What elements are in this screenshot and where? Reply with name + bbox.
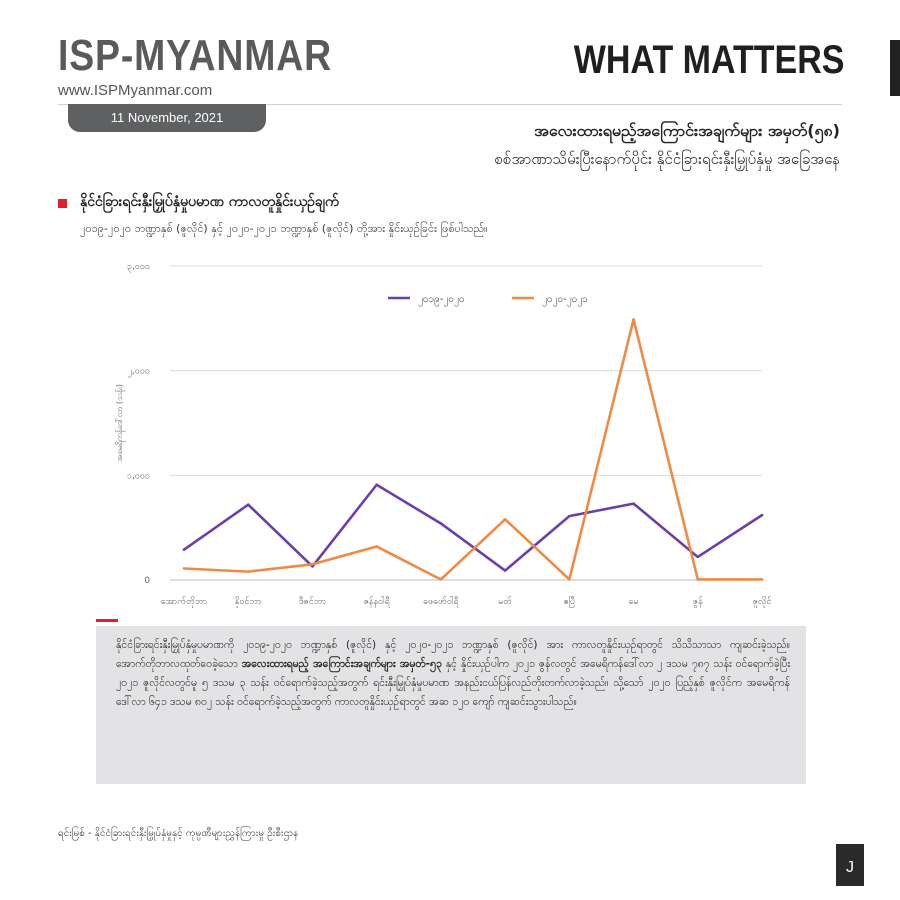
date-badge: 11 November, 2021 (68, 104, 266, 132)
x-tick-label: ဧပြီ (563, 596, 575, 608)
header-divider (58, 104, 842, 105)
legend-label-2: ၂၀၂၀-၂၀၂၁ (542, 294, 588, 307)
data-point-s2-4 (375, 545, 378, 548)
y-tick-label: 0 (144, 576, 150, 586)
data-point-s2-5 (439, 578, 443, 581)
data-point-s2-3 (311, 563, 314, 566)
x-tick-label: ဖေဖော်ဝါရီ (423, 596, 459, 608)
data-point-s2-1 (182, 567, 186, 570)
y-axis-title: အမေရိကန်ဒေါ်လာ (သန်း) (114, 384, 126, 462)
data-point-s2-2 (247, 570, 250, 573)
x-tick-label: ဇွန် (693, 596, 704, 608)
data-point-s1-5 (439, 522, 443, 525)
series-line-1 (182, 483, 764, 572)
data-point-s1-2 (247, 503, 250, 506)
page-number: J (836, 844, 864, 886)
data-point-s2-6 (503, 518, 507, 521)
section-title: နိုင်ငံခြားရင်းနှီးမြှုပ်နှံမှုပမာဏ ကာလတ… (80, 194, 339, 210)
data-point-s1-9 (696, 555, 699, 559)
data-point-s1-6 (503, 569, 507, 572)
rubric-title: WHAT MATTERS (573, 38, 844, 82)
legend-label-1: ၂၀၁၉-၂၀၂၀ (418, 294, 464, 307)
data-point-s1-7 (568, 514, 571, 518)
data-point-s1-4 (375, 483, 378, 486)
page-subtitle: စစ်အာဏာသိမ်းပြီးနောက်ပိုင်း နိုင်ငံခြားရ… (494, 150, 840, 168)
data-point-s1-1 (182, 548, 186, 551)
data-point-s2-9 (696, 578, 699, 581)
brand-block: ISP-MYANMAR www.ISPMyanmar.com (58, 31, 380, 100)
corner-bar (890, 40, 900, 96)
commentary-text: နိုင်ငံခြားရင်းနှီးမြှုပ်နှံမှုပမာဏကို ၂… (116, 639, 790, 670)
data-point-s2-8 (632, 318, 635, 321)
data-point-s2-10 (760, 578, 764, 581)
data-point-s2-7 (568, 578, 571, 581)
x-tick-label: ဇူလိုင် (753, 596, 772, 608)
brand-logo: ISP-MYANMAR (58, 31, 332, 80)
x-tick-label: ဒီဇင်ဘာ (299, 596, 326, 607)
data-point-s1-8 (632, 502, 635, 505)
brand-url[interactable]: www.ISPMyanmar.com (58, 82, 213, 99)
commentary-box: နိုင်ငံခြားရင်းနှီးမြှုပ်နှံမှုပမာဏကို ၂… (96, 626, 806, 784)
source-note: ရင်းမြစ် - နိုင်ငံခြားရင်းနှီးမြှုပ်နှံမ… (58, 828, 299, 839)
commentary-bold: အလေးထားရမည့် အကြောင်းအချက်များ အမှတ်-၅၃ (241, 658, 442, 670)
x-tick-label: မတ် (498, 596, 512, 607)
y-tick-label: ၁,၀၀၀ (127, 471, 150, 481)
y-tick-label: ၃,၀၀၀ (127, 262, 150, 273)
y-tick-label: ၂,၀၀၀ (128, 367, 150, 378)
x-tick-label: ဇန်နဝါရီ (363, 596, 390, 608)
data-point-s1-10 (760, 513, 764, 517)
x-tick-label: မေ (629, 597, 639, 607)
x-tick-label: အောက်တိုဘာ (161, 596, 207, 608)
x-tick-label: နိုဝင်ဘာ (235, 596, 262, 608)
page-title: အလေးထားရမည့်အကြောင်းအချက်များ အမှတ်(၅၈) (534, 121, 840, 140)
commentary-text-2: နှင့် နှိုင်းယှဉ်ပါက ၂၀၂၁ ဇွန်လတွင် အမေရ… (116, 658, 790, 708)
section-marker-icon (58, 199, 67, 208)
section-note: ၂၀၁၉-၂၀၂၀ ဘဏ္ဍာနှစ် (ဇူလိုင်) နှင့် ၂၀၂၀… (80, 222, 488, 235)
note-marker-icon (96, 619, 118, 622)
data-point-s1-3 (311, 565, 314, 568)
series-line-2 (182, 318, 764, 581)
